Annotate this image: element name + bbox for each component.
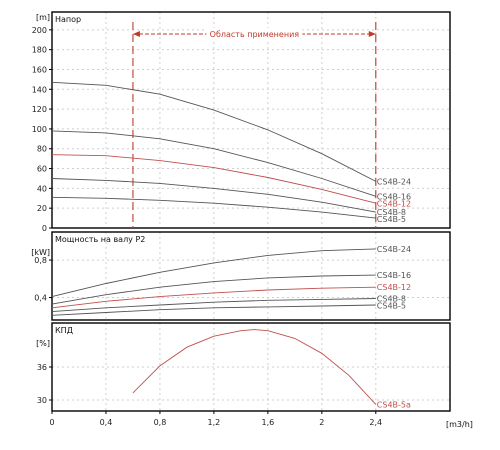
efficiency-panel-frame: [51, 322, 451, 412]
head-y-tick-label: 60: [37, 165, 47, 174]
range-label: Область применения: [210, 30, 300, 39]
head-y-axis-label: [m]: [36, 13, 50, 22]
power-series-label-cs4b-12: CS4B-12: [377, 283, 411, 292]
x-axis-label: [m3/h]: [446, 420, 473, 429]
power-series-line-cs4b-24: [51, 248, 376, 298]
x-tick-label: 2,4: [369, 418, 382, 427]
x-tick-label: 0,4: [100, 418, 113, 427]
efficiency-series-line-cs4b-5a: [132, 329, 377, 405]
head-series-line-cs4b-12: [51, 154, 376, 204]
power-y-tick-label: 0,8: [34, 256, 47, 265]
head-series-line-cs4b-5: [51, 196, 376, 219]
x-tick-label: 0,8: [154, 418, 167, 427]
head-y-tick-label: 140: [32, 85, 47, 94]
power-y-tick-label: 0,4: [34, 294, 47, 303]
efficiency-y-tick-label: 36: [37, 363, 47, 372]
power-series-line-cs4b-5: [51, 304, 376, 316]
head-series-line-cs4b-16: [51, 130, 376, 197]
x-tick-label: 1,2: [208, 418, 221, 427]
x-tick-label: 0: [49, 418, 54, 427]
power-y-axis-label: [kW]: [31, 248, 50, 257]
head-series-line-cs4b-24: [51, 81, 377, 182]
head-y-tick-label: 0: [42, 224, 47, 233]
head-series-label-cs4b-24: CS4B-24: [377, 177, 411, 186]
head-series-label-cs4b-5: CS4B-5: [377, 215, 406, 224]
x-tick-label: 1,6: [261, 418, 274, 427]
power-panel-title: Мощность на валу P2: [55, 235, 145, 244]
range-arrow-left: [132, 31, 140, 37]
head-y-tick-label: 80: [37, 145, 47, 154]
head-y-tick-label: 100: [32, 125, 47, 134]
head-series-label-cs4b-8: CS4B-8: [377, 208, 406, 217]
power-series-line-cs4b-16: [51, 274, 376, 305]
power-series-line-cs4b-12: [51, 286, 376, 309]
efficiency-panel-title: КПД: [55, 326, 73, 335]
power-series-label-cs4b-5: CS4B-5: [377, 301, 406, 310]
head-panel-frame: [51, 11, 451, 229]
head-y-tick-label: 180: [32, 46, 47, 55]
efficiency-y-axis-label: [%]: [36, 339, 50, 348]
head-series-label-cs4b-12: CS4B-12: [377, 199, 411, 208]
power-series-label-cs4b-8: CS4B-8: [377, 294, 406, 303]
head-series-label-cs4b-16: CS4B-16: [377, 192, 411, 201]
efficiency-series-label-cs4b-5a: CS4B-5a: [377, 400, 411, 409]
head-y-tick-label: 120: [32, 105, 47, 114]
head-panel-title: Напор: [55, 15, 81, 24]
range-label-bg: [206, 28, 303, 39]
power-series-line-cs4b-8: [51, 298, 376, 313]
power-series-label-cs4b-24: CS4B-24: [377, 245, 411, 254]
power-panel-frame: [51, 231, 451, 321]
efficiency-y-tick-label: 30: [37, 396, 47, 405]
power-series-label-cs4b-16: CS4B-16: [377, 271, 411, 280]
head-y-tick-label: 160: [32, 65, 47, 74]
head-series-line-cs4b-8: [51, 178, 376, 213]
head-y-tick-label: 40: [37, 184, 47, 193]
x-tick-label: 2: [319, 418, 324, 427]
head-y-tick-label: 20: [37, 204, 47, 213]
head-y-tick-label: 200: [32, 26, 47, 35]
range-arrow-right: [368, 31, 376, 37]
